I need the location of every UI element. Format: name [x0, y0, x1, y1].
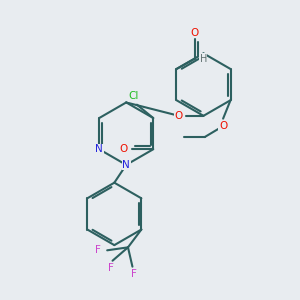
Text: N: N: [95, 144, 103, 154]
Text: H: H: [200, 54, 207, 64]
Text: F: F: [108, 263, 114, 273]
Text: F: F: [95, 245, 101, 255]
Text: O: O: [175, 111, 183, 121]
Text: O: O: [219, 121, 227, 131]
Text: O: O: [119, 144, 128, 154]
Text: N: N: [122, 160, 130, 170]
Text: F: F: [131, 269, 137, 279]
Text: Cl: Cl: [128, 92, 139, 101]
Text: O: O: [191, 28, 199, 38]
